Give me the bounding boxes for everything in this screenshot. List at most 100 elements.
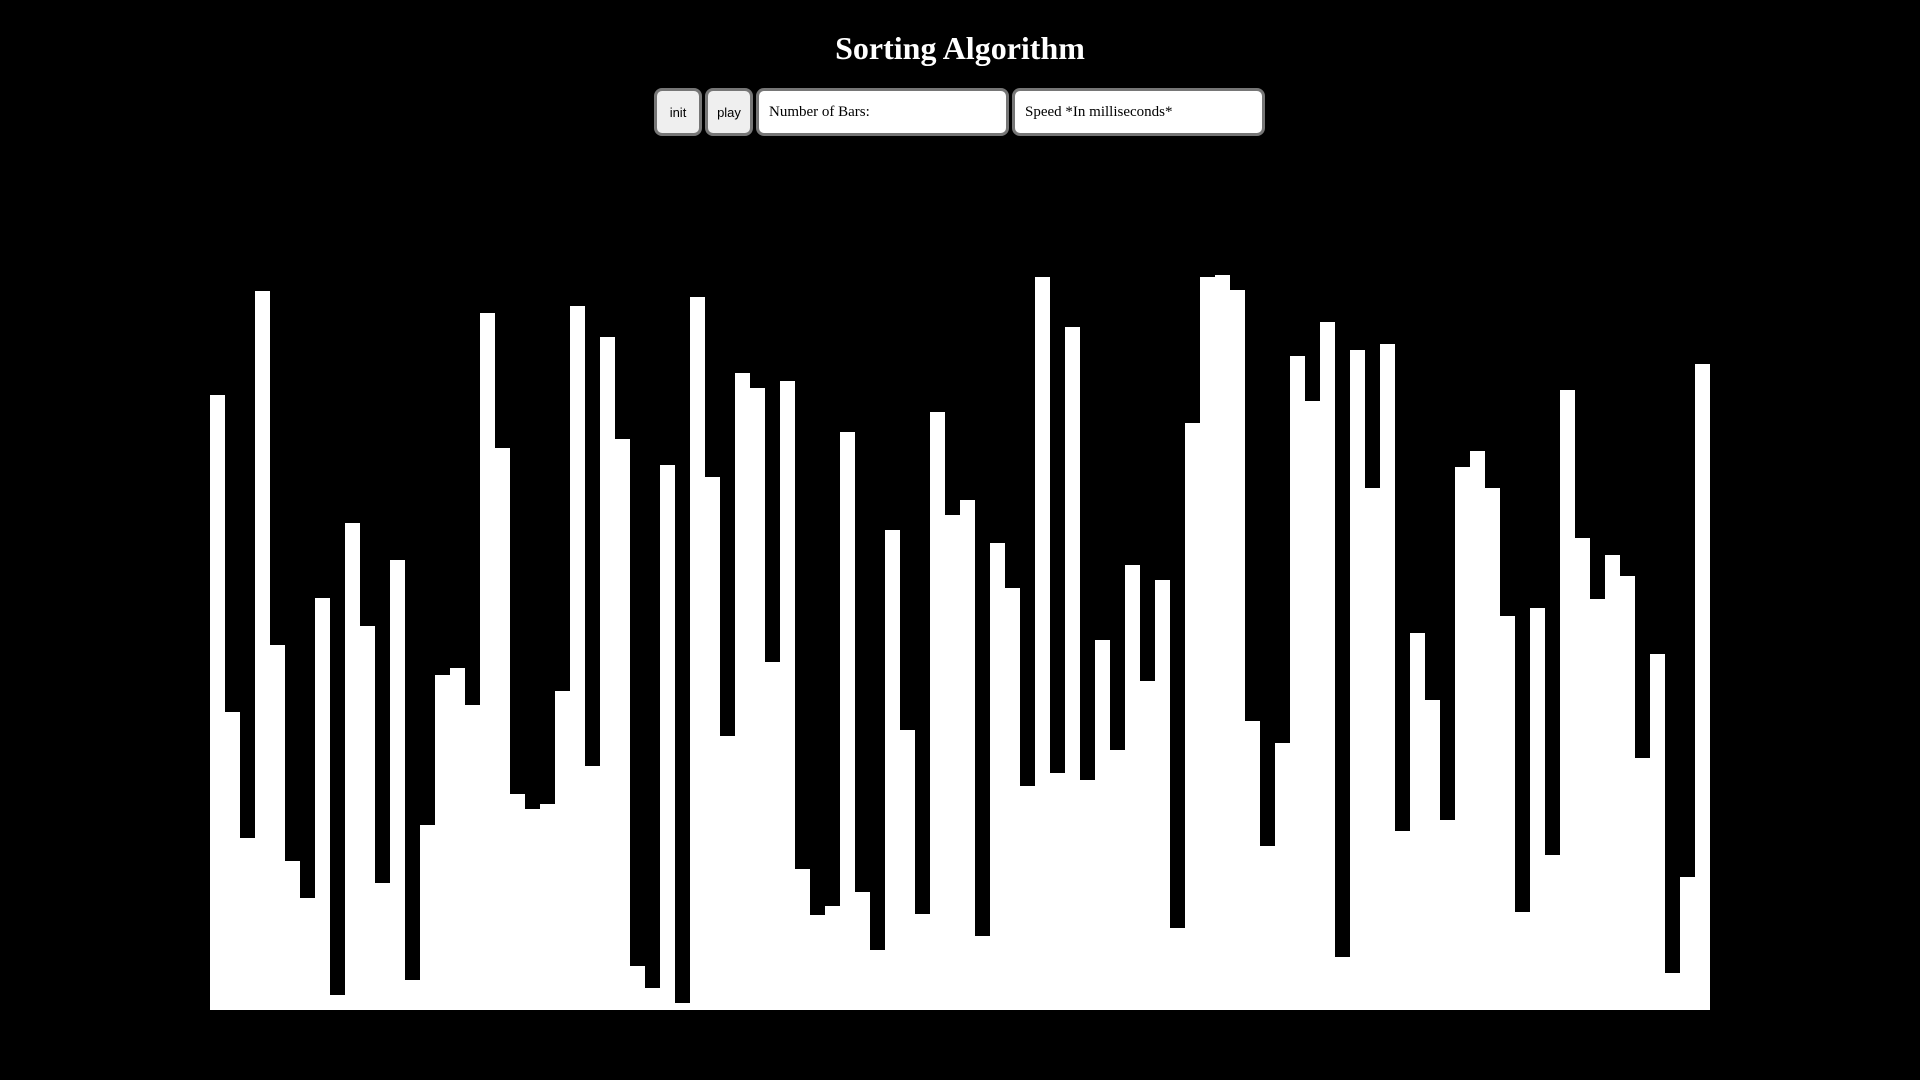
bar (1665, 973, 1680, 1010)
bar (255, 291, 270, 1010)
bar (795, 869, 810, 1010)
bar (615, 439, 630, 1010)
bar (570, 306, 585, 1010)
bar (525, 809, 540, 1010)
bar (1410, 633, 1425, 1010)
bar (1050, 773, 1065, 1010)
bar (1020, 786, 1035, 1010)
bar (735, 373, 750, 1010)
bar (960, 500, 975, 1010)
bar (1215, 275, 1230, 1010)
bar (540, 804, 555, 1010)
play-button[interactable]: play (705, 88, 753, 136)
bar (1305, 401, 1320, 1010)
bar (1245, 721, 1260, 1010)
bar (1095, 640, 1110, 1010)
bar (1455, 467, 1470, 1010)
bar (705, 477, 720, 1010)
bar (1440, 820, 1455, 1010)
bar (1185, 423, 1200, 1010)
bar (1695, 364, 1710, 1010)
bar (720, 736, 735, 1010)
bar (885, 530, 900, 1010)
bar (420, 825, 435, 1010)
bar (1605, 555, 1620, 1010)
bar (315, 598, 330, 1010)
bar (1290, 356, 1305, 1010)
bar (1155, 580, 1170, 1010)
bar (375, 883, 390, 1010)
bar (390, 560, 405, 1010)
bar (1080, 780, 1095, 1010)
bar (915, 914, 930, 1010)
bar (660, 465, 675, 1010)
bar (1575, 538, 1590, 1010)
bar (285, 861, 300, 1010)
bar (825, 906, 840, 1010)
bar (345, 523, 360, 1010)
bar (1110, 750, 1125, 1010)
bar (1350, 350, 1365, 1010)
bar (1275, 743, 1290, 1010)
controls-bar: init play (654, 88, 1265, 136)
bar (765, 662, 780, 1010)
bar (810, 915, 825, 1010)
bar (405, 980, 420, 1010)
bar (450, 668, 465, 1010)
bar (330, 995, 345, 1010)
bar (930, 412, 945, 1010)
bar (975, 936, 990, 1010)
bar (495, 448, 510, 1010)
bar (900, 730, 915, 1010)
bar (1500, 616, 1515, 1010)
bar (1560, 390, 1575, 1010)
bar (225, 712, 240, 1010)
bar (840, 432, 855, 1010)
init-button[interactable]: init (654, 88, 702, 136)
bar (1590, 599, 1605, 1010)
bar (675, 1003, 690, 1010)
bar (1365, 488, 1380, 1010)
number-of-bars-input[interactable] (756, 88, 1009, 136)
bar (1395, 831, 1410, 1010)
bar-chart (210, 260, 1710, 1010)
bar (1485, 488, 1500, 1010)
speed-input[interactable] (1012, 88, 1265, 136)
bar (1125, 565, 1140, 1010)
bar (240, 838, 255, 1010)
bar (780, 381, 795, 1010)
bar (585, 766, 600, 1010)
bar (1380, 344, 1395, 1010)
bar (1650, 654, 1665, 1010)
bar (1545, 855, 1560, 1010)
bar (1320, 322, 1335, 1010)
bar (1260, 846, 1275, 1010)
bar (555, 691, 570, 1010)
bar (1065, 327, 1080, 1010)
bar (465, 705, 480, 1010)
bar (855, 892, 870, 1010)
page-title: Sorting Algorithm (835, 30, 1085, 66)
bar (1200, 277, 1215, 1010)
bar (1035, 277, 1050, 1010)
bar (360, 626, 375, 1010)
bar (1425, 700, 1440, 1010)
bar (870, 950, 885, 1010)
bar (945, 515, 960, 1010)
bar (1680, 877, 1695, 1010)
bar (1620, 576, 1635, 1010)
bar (600, 337, 615, 1010)
bar (630, 966, 645, 1010)
bar (990, 543, 1005, 1010)
bar (750, 388, 765, 1010)
bar (645, 988, 660, 1010)
bar (210, 395, 225, 1010)
bar (435, 675, 450, 1010)
bar (270, 645, 285, 1010)
bar (480, 313, 495, 1010)
bar (1170, 928, 1185, 1010)
bar (1140, 681, 1155, 1010)
bar (1335, 957, 1350, 1010)
bar (1530, 608, 1545, 1010)
bar (1470, 451, 1485, 1010)
